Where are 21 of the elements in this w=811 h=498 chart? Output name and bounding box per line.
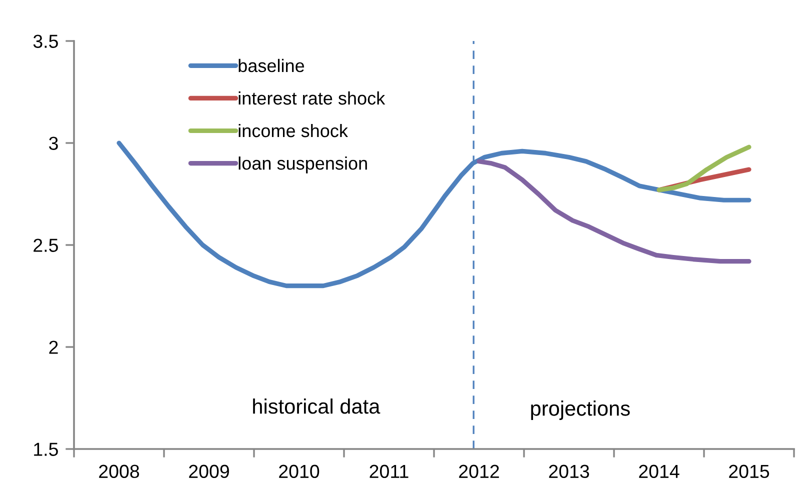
legend-label: interest rate shock [238, 91, 386, 105]
y-tick-label: 1.5 [34, 442, 58, 456]
x-tick-label: 2013 [549, 464, 590, 478]
x-tick-label: 2010 [279, 464, 320, 478]
y-tick-label: 2.5 [34, 238, 58, 252]
legend-label: loan suspension [238, 156, 367, 174]
x-tick-label: 2015 [729, 464, 770, 478]
y-tick-label: 2 [49, 340, 58, 354]
y-tick-label: 3.5 [33, 34, 58, 48]
x-tick-label: 2009 [189, 464, 229, 478]
x-tick-label: 2014 [639, 464, 680, 478]
legend-label: income shock [238, 124, 348, 138]
annotation: historical data [253, 398, 380, 414]
x-tick-label: 2012 [459, 464, 499, 478]
y-tick-label: 3 [49, 136, 58, 150]
line-series [476, 159, 752, 264]
legend-label: baseline [238, 58, 304, 72]
x-tick-label: 2011 [370, 464, 408, 478]
annotation: projections [531, 400, 630, 420]
x-tick-label: 2008 [99, 464, 140, 478]
line-series [656, 144, 752, 192]
